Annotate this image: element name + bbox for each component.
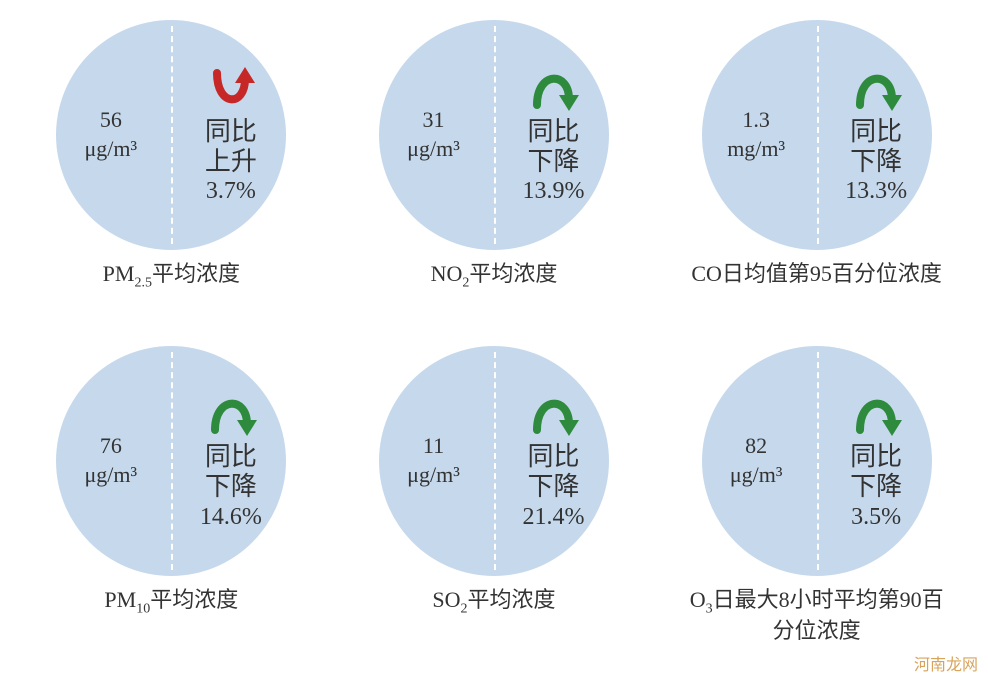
metric-cell-pm25: 56 μg/m³ 同比上升 3.7% PM2.5平均浓度 bbox=[20, 20, 323, 326]
value-number: 82 bbox=[745, 432, 767, 461]
value-number: 76 bbox=[100, 432, 122, 461]
trend-percent: 21.4% bbox=[522, 504, 584, 531]
metric-circle: 1.3 mg/m³ 同比下降 13.3% bbox=[702, 20, 932, 250]
trend-percent: 13.3% bbox=[845, 178, 907, 205]
metric-cell-o3: 82 μg/m³ 同比下降 3.5% O3日最大8小时平均第90百分位浓度 bbox=[665, 346, 968, 652]
circle-divider bbox=[817, 352, 819, 570]
value-block: 56 μg/m³ bbox=[56, 20, 171, 250]
trend-block: 同比下降 13.3% bbox=[817, 20, 932, 250]
trend-percent: 13.9% bbox=[522, 178, 584, 205]
value-block: 31 μg/m³ bbox=[379, 20, 494, 250]
value-unit: μg/m³ bbox=[85, 461, 138, 490]
value-number: 56 bbox=[100, 106, 122, 135]
metric-caption: PM2.5平均浓度 bbox=[103, 260, 240, 292]
value-unit: mg/m³ bbox=[727, 135, 785, 164]
circle-divider bbox=[171, 26, 173, 244]
metric-caption: PM10平均浓度 bbox=[104, 586, 238, 618]
trend-block: 同比下降 3.5% bbox=[817, 346, 932, 576]
metric-circle: 56 μg/m³ 同比上升 3.7% bbox=[56, 20, 286, 250]
arrow-down-icon bbox=[846, 65, 906, 115]
metric-cell-so2: 11 μg/m³ 同比下降 21.4% SO2平均浓度 bbox=[343, 346, 646, 652]
arrow-down-icon bbox=[846, 390, 906, 440]
metric-caption: NO2平均浓度 bbox=[431, 260, 558, 292]
value-block: 11 μg/m³ bbox=[379, 346, 494, 576]
value-number: 1.3 bbox=[742, 106, 770, 135]
value-unit: μg/m³ bbox=[85, 135, 138, 164]
trend-block: 同比下降 21.4% bbox=[494, 346, 609, 576]
trend-label: 同比下降 bbox=[527, 442, 579, 502]
arrow-down-icon bbox=[201, 390, 261, 440]
trend-label: 同比下降 bbox=[850, 442, 902, 502]
value-block: 82 μg/m³ bbox=[702, 346, 817, 576]
metric-cell-no2: 31 μg/m³ 同比下降 13.9% NO2平均浓度 bbox=[343, 20, 646, 326]
metric-circle: 76 μg/m³ 同比下降 14.6% bbox=[56, 346, 286, 576]
trend-label: 同比下降 bbox=[850, 117, 902, 177]
metric-cell-co: 1.3 mg/m³ 同比下降 13.3% CO日均值第95百分位浓度 bbox=[665, 20, 968, 326]
circle-divider bbox=[817, 26, 819, 244]
trend-percent: 3.5% bbox=[851, 504, 901, 531]
value-block: 1.3 mg/m³ bbox=[702, 20, 817, 250]
trend-block: 同比上升 3.7% bbox=[171, 20, 286, 250]
circle-divider bbox=[494, 26, 496, 244]
metric-caption: SO2平均浓度 bbox=[432, 586, 555, 618]
value-unit: μg/m³ bbox=[730, 461, 783, 490]
trend-block: 同比下降 14.6% bbox=[171, 346, 286, 576]
metric-circle: 31 μg/m³ 同比下降 13.9% bbox=[379, 20, 609, 250]
circle-divider bbox=[494, 352, 496, 570]
value-number: 31 bbox=[422, 106, 444, 135]
value-number: 11 bbox=[423, 432, 444, 461]
arrow-down-icon bbox=[523, 390, 583, 440]
watermark-text: 河南龙网 bbox=[914, 651, 978, 675]
metric-circle: 11 μg/m³ 同比下降 21.4% bbox=[379, 346, 609, 576]
trend-percent: 14.6% bbox=[200, 504, 262, 531]
value-block: 76 μg/m³ bbox=[56, 346, 171, 576]
metric-cell-pm10: 76 μg/m³ 同比下降 14.6% PM10平均浓度 bbox=[20, 346, 323, 652]
trend-block: 同比下降 13.9% bbox=[494, 20, 609, 250]
trend-label: 同比下降 bbox=[205, 442, 257, 502]
circle-divider bbox=[171, 352, 173, 570]
infographic-grid: 56 μg/m³ 同比上升 3.7% PM2.5平均浓度 31 μg/m³ bbox=[0, 0, 988, 681]
metric-caption: CO日均值第95百分位浓度 bbox=[691, 260, 942, 288]
trend-percent: 3.7% bbox=[206, 178, 256, 205]
trend-label: 同比下降 bbox=[527, 117, 579, 177]
value-unit: μg/m³ bbox=[407, 135, 460, 164]
metric-caption: O3日最大8小时平均第90百分位浓度 bbox=[687, 586, 947, 645]
value-unit: μg/m³ bbox=[407, 461, 460, 490]
arrow-down-icon bbox=[523, 65, 583, 115]
arrow-up-icon bbox=[201, 65, 261, 115]
metric-circle: 82 μg/m³ 同比下降 3.5% bbox=[702, 346, 932, 576]
trend-label: 同比上升 bbox=[205, 117, 257, 177]
